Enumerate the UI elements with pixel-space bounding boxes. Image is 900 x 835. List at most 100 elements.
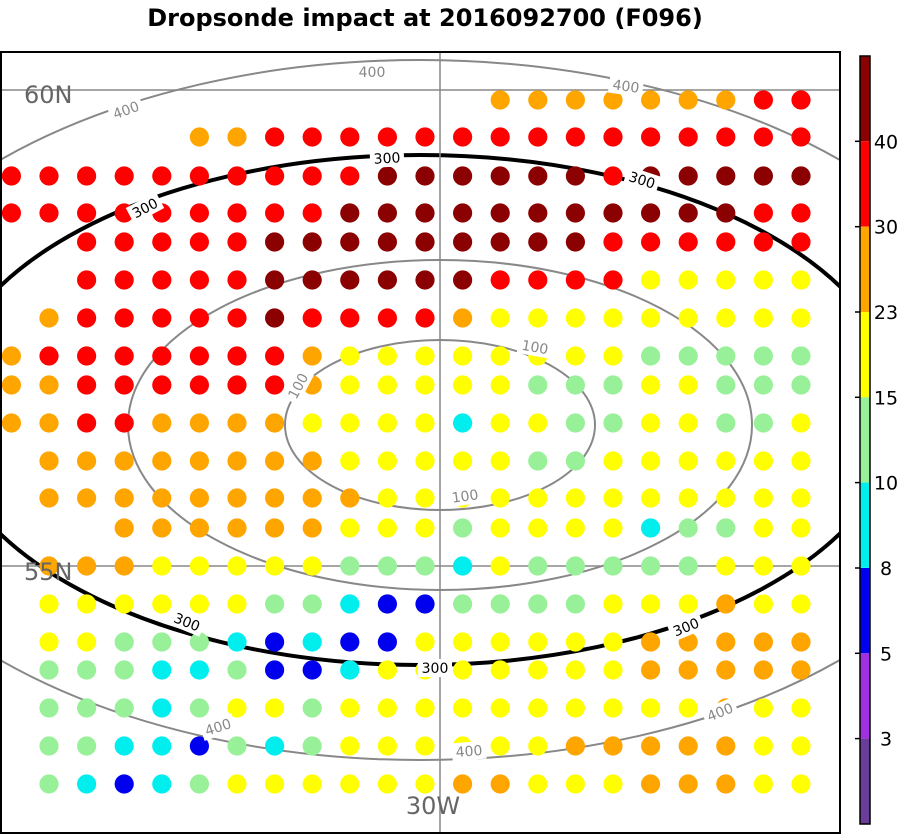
svg-text:100: 100 xyxy=(520,338,549,358)
impact-point xyxy=(227,594,247,614)
impact-point xyxy=(490,166,510,186)
impact-point xyxy=(77,375,97,395)
colorbar-segment xyxy=(860,56,870,142)
impact-point xyxy=(227,308,247,328)
impact-point xyxy=(528,203,548,223)
impact-point xyxy=(453,518,473,538)
impact-point xyxy=(603,556,623,576)
impact-point xyxy=(265,556,285,576)
impact-point xyxy=(114,451,134,471)
impact-point xyxy=(227,660,247,680)
impact-point xyxy=(716,632,736,652)
impact-point xyxy=(678,774,698,794)
impact-point xyxy=(302,270,322,290)
impact-point xyxy=(415,270,435,290)
impact-point xyxy=(340,660,360,680)
impact-point xyxy=(227,270,247,290)
impact-point xyxy=(791,698,811,718)
impact-point xyxy=(114,594,134,614)
impact-point xyxy=(753,774,774,794)
impact-point xyxy=(152,594,172,614)
impact-point xyxy=(152,556,172,576)
impact-point xyxy=(791,166,811,186)
impact-point xyxy=(603,375,623,395)
contour-label: 100 xyxy=(516,335,554,359)
impact-point xyxy=(753,270,774,290)
colorbar-frame xyxy=(859,55,871,825)
impact-point xyxy=(340,518,360,538)
impact-point xyxy=(415,518,435,538)
impact-point xyxy=(189,518,209,538)
impact-point xyxy=(39,488,59,508)
impact-point xyxy=(641,375,661,395)
impact-point xyxy=(227,375,247,395)
impact-point xyxy=(340,166,360,186)
impact-point xyxy=(265,594,285,614)
impact-point xyxy=(302,556,322,576)
impact-point xyxy=(415,451,435,471)
impact-point xyxy=(227,203,247,223)
impact-point xyxy=(265,166,285,186)
impact-point xyxy=(227,413,247,433)
impact-point xyxy=(565,308,586,328)
impact-point xyxy=(565,736,586,756)
impact-point xyxy=(114,698,134,718)
impact-point xyxy=(302,698,322,718)
impact-point xyxy=(227,518,247,538)
impact-point xyxy=(39,203,59,223)
impact-point xyxy=(641,90,661,110)
impact-point xyxy=(302,413,322,433)
impact-point xyxy=(77,166,97,186)
impact-point xyxy=(603,166,623,186)
impact-point xyxy=(528,90,548,110)
impact-point xyxy=(189,660,209,680)
impact-point xyxy=(641,488,661,508)
impact-point xyxy=(603,203,623,223)
impact-point xyxy=(716,413,736,433)
impact-point xyxy=(603,413,623,433)
impact-point xyxy=(528,698,548,718)
impact-point xyxy=(490,203,510,223)
impact-point xyxy=(528,308,548,328)
impact-point xyxy=(490,632,510,652)
impact-point xyxy=(114,736,134,756)
impact-point xyxy=(340,270,360,290)
impact-point xyxy=(791,90,811,110)
impact-point xyxy=(490,556,510,576)
impact-point xyxy=(189,594,209,614)
impact-point xyxy=(265,632,285,652)
impact-point xyxy=(528,518,548,538)
impact-point xyxy=(114,774,134,794)
impact-point xyxy=(716,375,736,395)
impact-point xyxy=(189,774,209,794)
colorbar-label: 3 xyxy=(880,729,892,751)
colorbar-segment xyxy=(860,226,870,312)
impact-point xyxy=(678,556,698,576)
impact-point xyxy=(641,736,661,756)
impact-point xyxy=(77,488,97,508)
impact-point xyxy=(528,127,548,147)
impact-point xyxy=(377,451,397,471)
impact-point xyxy=(340,632,360,652)
impact-point xyxy=(377,594,397,614)
impact-point xyxy=(377,556,397,576)
impact-point xyxy=(152,736,172,756)
colorbar-segment xyxy=(860,653,870,739)
colorbar-label: 15 xyxy=(874,387,898,409)
impact-point xyxy=(152,488,172,508)
impact-point xyxy=(791,518,811,538)
impact-point xyxy=(415,346,435,366)
impact-point xyxy=(415,375,435,395)
impact-point xyxy=(39,632,59,652)
impact-point xyxy=(152,413,172,433)
impact-point xyxy=(302,774,322,794)
contour-label: 400 xyxy=(607,74,645,98)
impact-point xyxy=(490,698,510,718)
impact-point xyxy=(39,556,59,576)
impact-point xyxy=(603,488,623,508)
impact-point xyxy=(490,127,510,147)
impact-point xyxy=(678,518,698,538)
impact-point xyxy=(678,232,698,252)
impact-point xyxy=(528,270,548,290)
